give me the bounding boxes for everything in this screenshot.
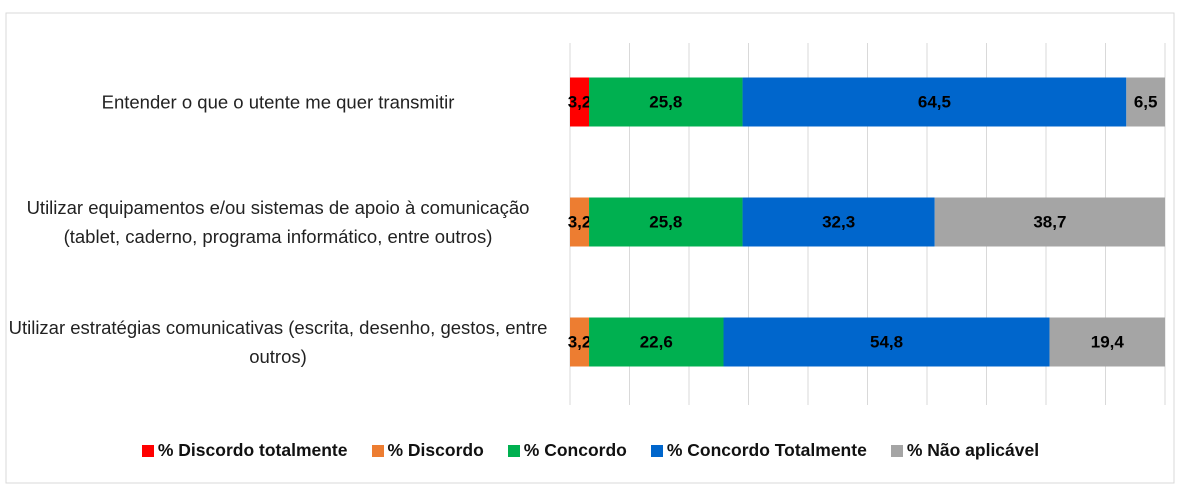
value-label: 6,5 (1134, 92, 1158, 111)
value-label: 19,4 (1091, 332, 1125, 351)
value-label: 32,3 (822, 212, 855, 231)
bar-segment (570, 317, 590, 367)
value-label: 22,6 (640, 332, 673, 351)
legend-label: % Discordo totalmente (157, 440, 348, 460)
bar-segment (742, 197, 935, 247)
legend-swatch (650, 444, 663, 457)
legend-item: % Concordo Totalmente (650, 440, 867, 461)
category-label: Utilizar equipamentos e/ou sistemas de a… (26, 197, 530, 247)
bar-segment (934, 197, 1165, 247)
value-label: 64,5 (918, 92, 951, 111)
bar-segment (570, 197, 590, 247)
value-label: 3,2 (568, 212, 592, 231)
bar-segment (742, 77, 1127, 127)
category-label: Utilizar estratégias comunicativas (escr… (8, 317, 548, 367)
bar-segment (589, 197, 743, 247)
bar-segment (1126, 77, 1165, 127)
value-label: 25,8 (649, 212, 682, 231)
category-label: Entender o que o utente me quer transmit… (101, 91, 455, 113)
bar-segment (589, 77, 743, 127)
value-label: 25,8 (649, 92, 682, 111)
legend-item: % Concordo (507, 440, 627, 461)
bar-segment (589, 317, 724, 367)
chart-frame (5, 12, 1175, 484)
legend-label: % Concordo (523, 440, 627, 460)
legend-label: % Concordo Totalmente (666, 440, 867, 460)
bar-segment (723, 317, 1050, 367)
legend-label: % Discordo (387, 440, 484, 460)
legend: % Discordo totalmente % Discordo % Concord… (0, 440, 1181, 461)
legend-item: % Discordo totalmente (141, 440, 348, 461)
value-label: 3,2 (568, 92, 592, 111)
legend-swatch (890, 444, 903, 457)
value-label: 38,7 (1033, 212, 1066, 231)
legend-item: % Discordo (371, 440, 484, 461)
legend-swatch (141, 444, 154, 457)
legend-swatch (371, 444, 384, 457)
legend-label: % Não aplicável (906, 440, 1040, 460)
bar-segment (570, 77, 590, 127)
legend-item: % Não aplicável (890, 440, 1040, 461)
value-label: 54,8 (870, 332, 903, 351)
value-label: 3,2 (568, 332, 592, 351)
bar-segment (1049, 317, 1165, 367)
legend-swatch (507, 444, 520, 457)
